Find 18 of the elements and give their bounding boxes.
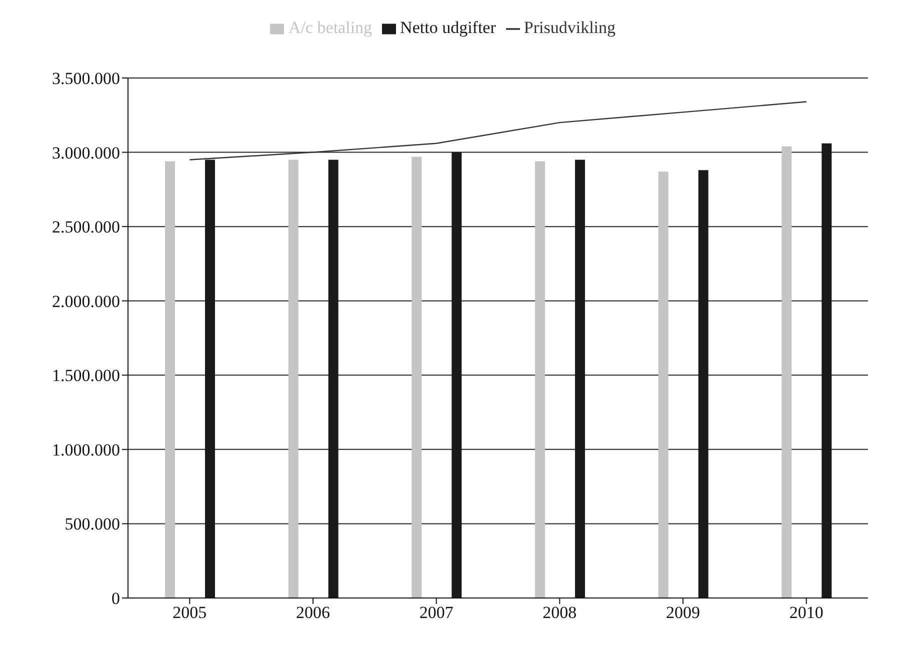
line-series xyxy=(189,101,807,160)
x-tick-label: 2007 xyxy=(419,603,454,622)
y-tick-label: 3.500.000 xyxy=(52,69,120,88)
x-tick-label: 2009 xyxy=(666,603,700,622)
legend-label: A/c betaling xyxy=(288,18,372,37)
y-tick-label: 1.500.000 xyxy=(52,366,120,386)
y-tick-label: 1.000.000 xyxy=(52,440,120,460)
y-tick-label: 0 xyxy=(112,589,120,608)
x-tick-label: 2010 xyxy=(789,603,824,622)
x-tick-label: 2005 xyxy=(172,603,207,622)
legend-label: Prisudvikling xyxy=(524,18,616,37)
y-tick-label: 3.000.000 xyxy=(52,143,120,162)
y-tick-label: 2.000.000 xyxy=(52,292,120,311)
y-tick-label: 500.000 xyxy=(64,514,120,534)
legend-label: Netto udgifter xyxy=(400,18,496,37)
y-tick-label: 2.500.000 xyxy=(52,218,120,237)
x-tick-label: 2008 xyxy=(542,603,577,622)
x-tick-label: 2006 xyxy=(296,603,330,622)
